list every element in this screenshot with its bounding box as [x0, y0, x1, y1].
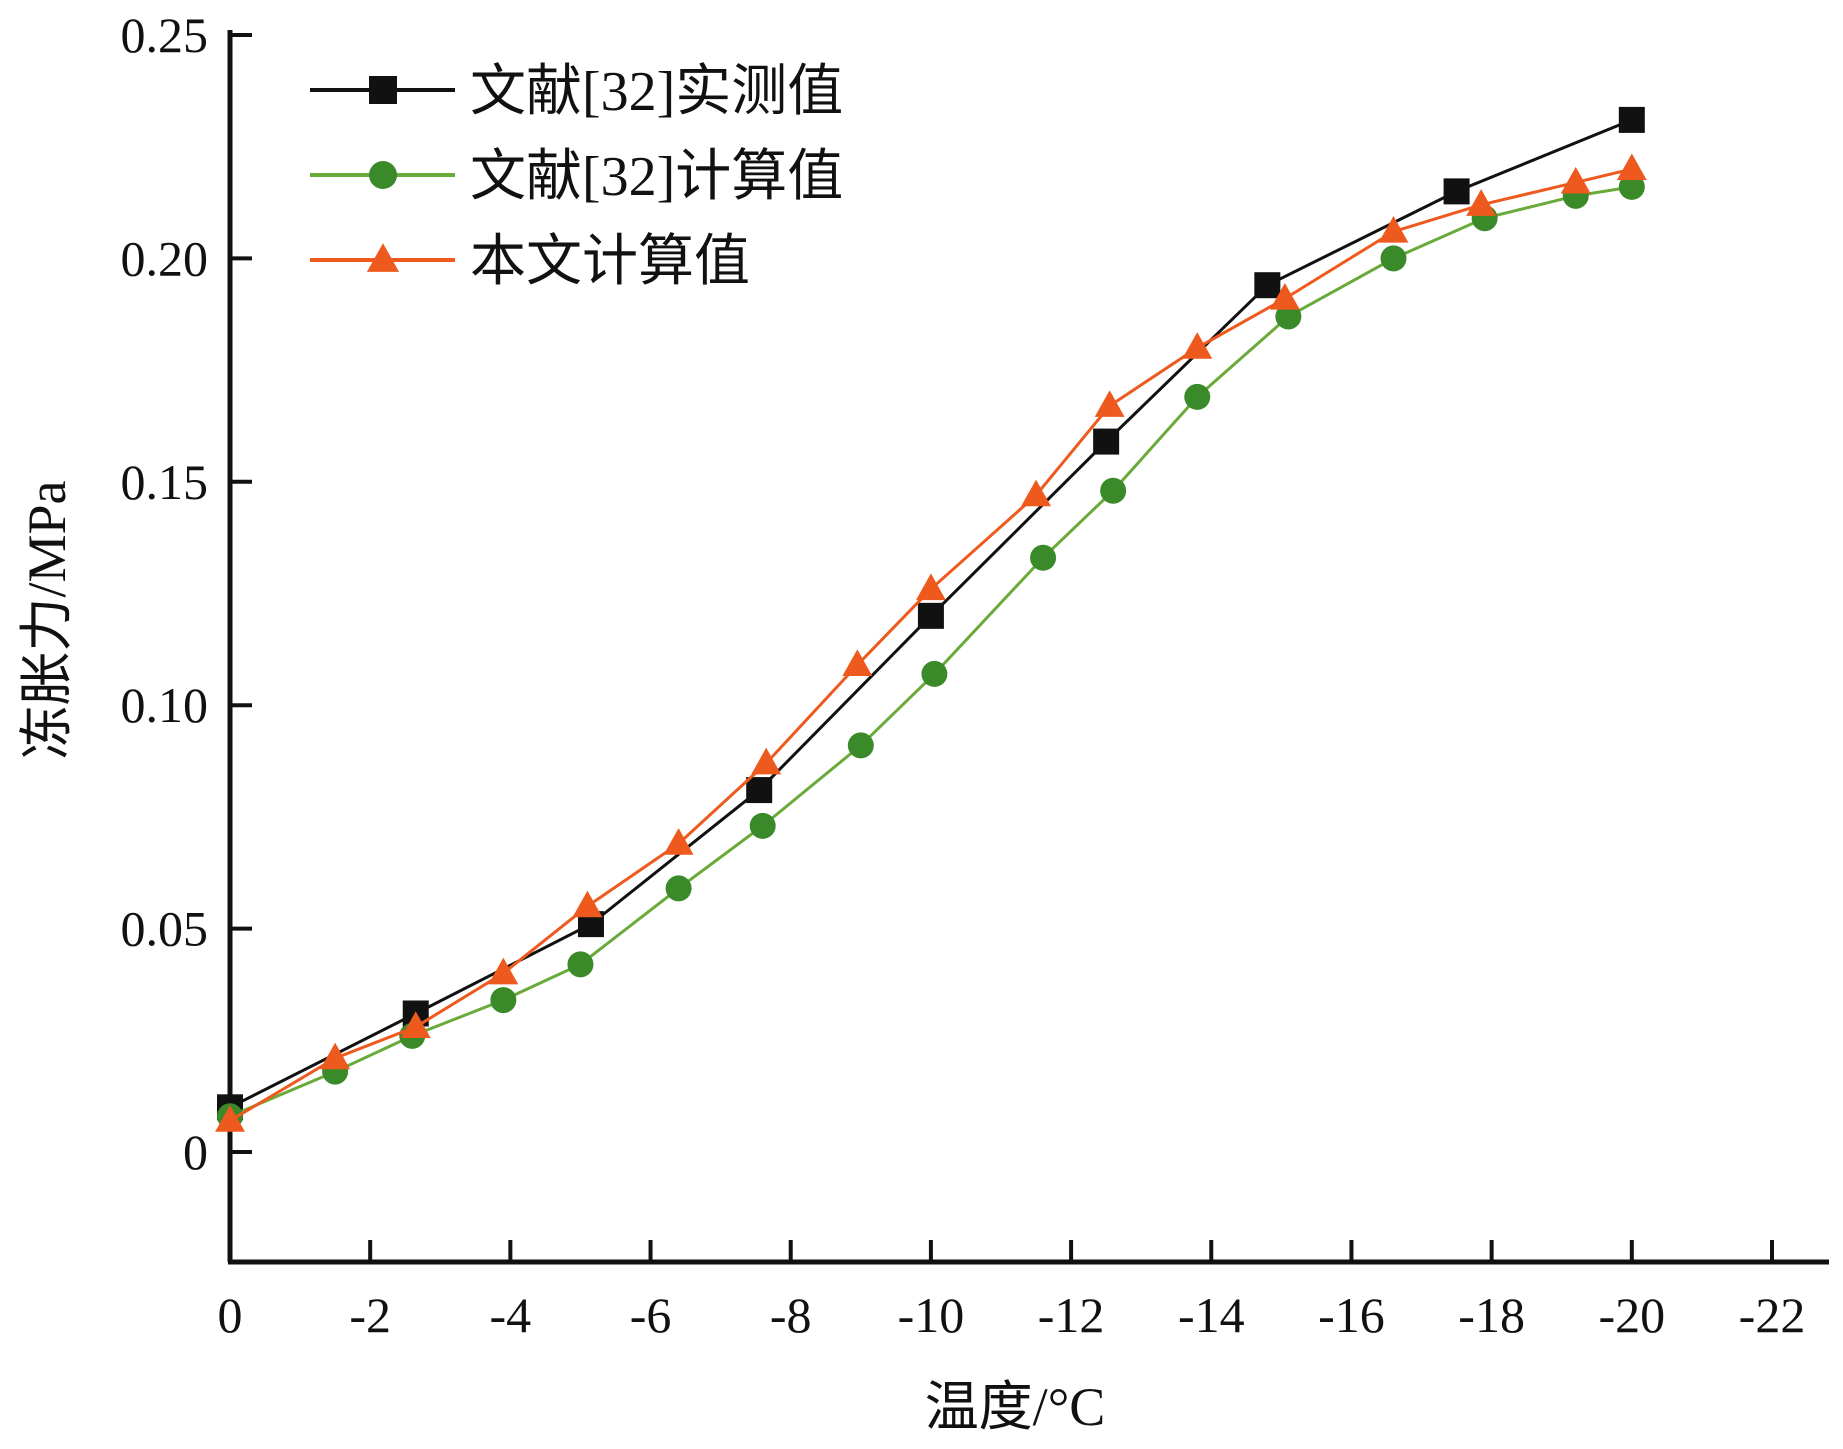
data-point-circle [749, 812, 776, 839]
x-tick-label: -14 [1178, 1287, 1245, 1343]
data-point-triangle [1182, 332, 1213, 359]
data-point-circle [567, 951, 594, 978]
data-point-triangle [915, 573, 946, 601]
data-point-triangle [215, 1105, 245, 1132]
data-point-circle [665, 875, 692, 902]
series-layer [215, 106, 1647, 1132]
data-point-square [369, 76, 397, 104]
data-point-circle [1184, 383, 1211, 410]
series-line [229, 167, 1633, 1123]
series-triangle [215, 153, 1647, 1132]
data-point-circle [1100, 477, 1127, 504]
data-point-triangle [1269, 283, 1300, 310]
data-point-circle [1618, 173, 1645, 200]
data-point-circle [1380, 245, 1407, 272]
data-point-square [1093, 428, 1120, 455]
x-tick-label: -4 [490, 1287, 532, 1343]
data-point-triangle [1560, 166, 1591, 194]
legend-item: 文献[32]计算值 [310, 146, 843, 208]
x-tick-label: -18 [1458, 1287, 1525, 1343]
data-point-square [1254, 272, 1281, 299]
data-point-square [746, 777, 773, 804]
data-point-circle [1275, 303, 1302, 330]
x-tick-label: -10 [898, 1287, 965, 1343]
data-point-triangle [1466, 189, 1497, 216]
data-point-triangle [663, 828, 694, 855]
data-point-square [917, 602, 944, 629]
x-axis-label: 温度/°C [925, 1377, 1106, 1437]
data-point-triangle [1616, 153, 1647, 181]
data-point-triangle [400, 1011, 431, 1038]
y-tick-label: 0 [183, 1124, 208, 1180]
y-tick-label: 0.10 [121, 677, 209, 733]
axes: 0 0.05 0.10 0.15 0.20 0.25 0 -2 -4 -6 -8 -10 -12 -14 -… [121, 7, 1829, 1343]
x-tick-label: 0 [218, 1287, 243, 1343]
legend-item: 本文计算值 [310, 231, 750, 293]
series-line [229, 185, 1633, 1118]
data-point-triangle [488, 957, 519, 985]
x-tick-label: -22 [1739, 1287, 1806, 1343]
data-point-circle [921, 660, 948, 687]
data-point-circle [369, 161, 397, 189]
data-point-triangle [842, 649, 873, 677]
y-tick-label: 0.25 [121, 7, 209, 63]
series-circle [217, 173, 1645, 1130]
data-point-triangle [1021, 479, 1051, 507]
data-point-triangle [751, 747, 782, 775]
data-point-square [1443, 178, 1470, 205]
data-point-triangle [1094, 390, 1125, 417]
legend-label: 本文计算值 [470, 231, 750, 293]
data-point-triangle [366, 243, 400, 272]
x-tick-label: -16 [1318, 1287, 1385, 1343]
x-tick-label: -8 [770, 1287, 812, 1343]
data-point-triangle [320, 1042, 351, 1070]
x-tick-label: -20 [1598, 1287, 1665, 1343]
y-axis-label: 冻胀力/MPa [17, 480, 77, 759]
data-point-circle [847, 732, 874, 759]
y-tick-label: 0.15 [121, 454, 209, 510]
x-tick-label: -12 [1038, 1287, 1105, 1343]
data-point-triangle [1378, 215, 1409, 243]
y-tick-label: 0.05 [121, 901, 209, 957]
legend-label: 文献[32]实测值 [470, 61, 843, 123]
data-point-square [1618, 106, 1645, 133]
x-tick-label: -6 [630, 1287, 672, 1343]
data-point-triangle [572, 890, 603, 918]
data-point-circle [1030, 544, 1057, 571]
legend-item: 文献[32]实测值 [310, 61, 843, 123]
legend-label: 文献[32]计算值 [470, 146, 843, 208]
y-tick-label: 0.20 [121, 230, 209, 286]
data-point-circle [490, 987, 517, 1014]
x-tick-label: -2 [349, 1287, 391, 1343]
